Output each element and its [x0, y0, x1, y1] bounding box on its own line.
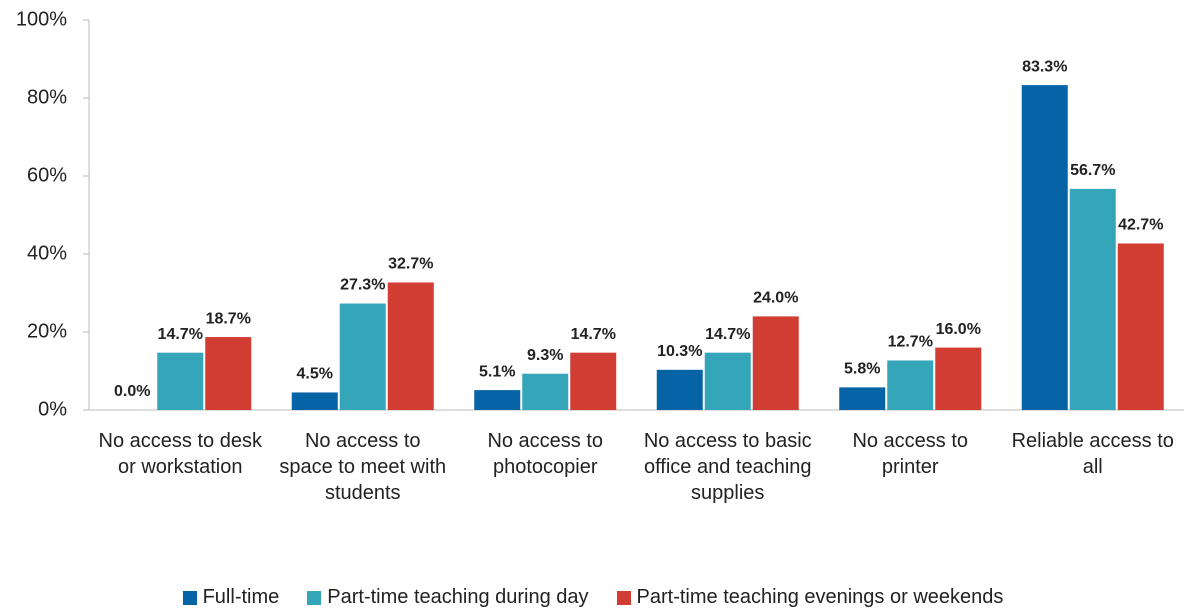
chart: 0% 20% 40% 60% 80% 100% No access to desk or w… — [16, 8, 1184, 504]
x-tick-label: No access to photocopier — [487, 430, 604, 478]
value-label: 14.7% — [705, 326, 750, 343]
value-label: 24.0% — [753, 290, 798, 307]
bar — [752, 316, 799, 410]
bar — [656, 369, 703, 410]
value-label: 56.7% — [1070, 162, 1115, 179]
bar — [1069, 188, 1116, 410]
legend-swatch — [307, 590, 322, 605]
value-label: 18.7% — [206, 310, 251, 327]
x-tick-label: No access to desk or workstation — [98, 430, 262, 478]
value-label: 9.3% — [527, 347, 563, 364]
bar — [387, 282, 434, 410]
y-tick-label: 20% — [27, 320, 67, 342]
bar — [522, 373, 569, 410]
value-label: 0.0% — [114, 383, 150, 400]
bar — [704, 352, 751, 410]
y-tick-label: 80% — [27, 86, 67, 108]
x-tick-label: No access to printer — [852, 430, 969, 478]
value-label: 10.3% — [657, 343, 702, 360]
bar — [1117, 243, 1164, 410]
legend: Full-time Part-time teaching during day Pa… — [0, 586, 1186, 609]
x-tick-label-box: No access to basic office and teaching s… — [643, 430, 812, 504]
x-tick-label: Reliable access to all — [1011, 430, 1174, 478]
legend-item: Full-time — [182, 586, 280, 609]
x-tick-label: No access to basic office and teaching s… — [643, 430, 812, 504]
bar — [887, 360, 934, 410]
x-tick-label-box: Reliable access to all — [1011, 430, 1174, 478]
bar — [291, 392, 338, 410]
x-tick-label-box: No access to printer — [852, 430, 969, 478]
value-label: 14.7% — [158, 326, 203, 343]
x-tick-label-box: No access to space to meet with students — [279, 430, 447, 504]
value-label: 16.0% — [936, 321, 981, 338]
value-label: 42.7% — [1118, 217, 1163, 234]
x-tick-label: No access to space to meet with students — [279, 430, 447, 504]
y-tick-label: 0% — [38, 398, 67, 420]
bar — [1021, 85, 1068, 410]
y-tick-label: 40% — [27, 242, 67, 264]
value-label: 32.7% — [388, 256, 433, 273]
legend-swatch — [616, 590, 631, 605]
value-label: 27.3% — [340, 277, 385, 294]
bar — [157, 352, 204, 410]
legend-swatch — [182, 590, 197, 605]
legend-item: Part-time teaching evenings or weekends — [616, 586, 1004, 609]
legend-label: Full-time — [202, 586, 280, 608]
legend-item: Part-time teaching during day — [307, 586, 589, 609]
value-label: 5.8% — [844, 361, 880, 378]
x-tick-label-box: No access to desk or workstation — [98, 430, 262, 478]
bar — [474, 390, 521, 410]
bar — [570, 352, 617, 410]
value-label: 14.7% — [571, 326, 616, 343]
value-label: 5.1% — [479, 363, 515, 380]
bar — [935, 347, 982, 410]
bar — [839, 387, 886, 410]
y-tick-label: 100% — [16, 8, 67, 30]
y-tick-label: 60% — [27, 164, 67, 186]
value-label: 4.5% — [297, 366, 333, 383]
value-label: 12.7% — [888, 334, 933, 351]
legend-label: Part-time teaching during day — [327, 586, 589, 608]
bar — [339, 303, 386, 410]
value-label: 83.3% — [1022, 58, 1067, 75]
bar — [205, 337, 252, 410]
legend-label: Part-time teaching evenings or weekends — [636, 586, 1004, 608]
x-tick-label-box: No access to photocopier — [487, 430, 604, 478]
